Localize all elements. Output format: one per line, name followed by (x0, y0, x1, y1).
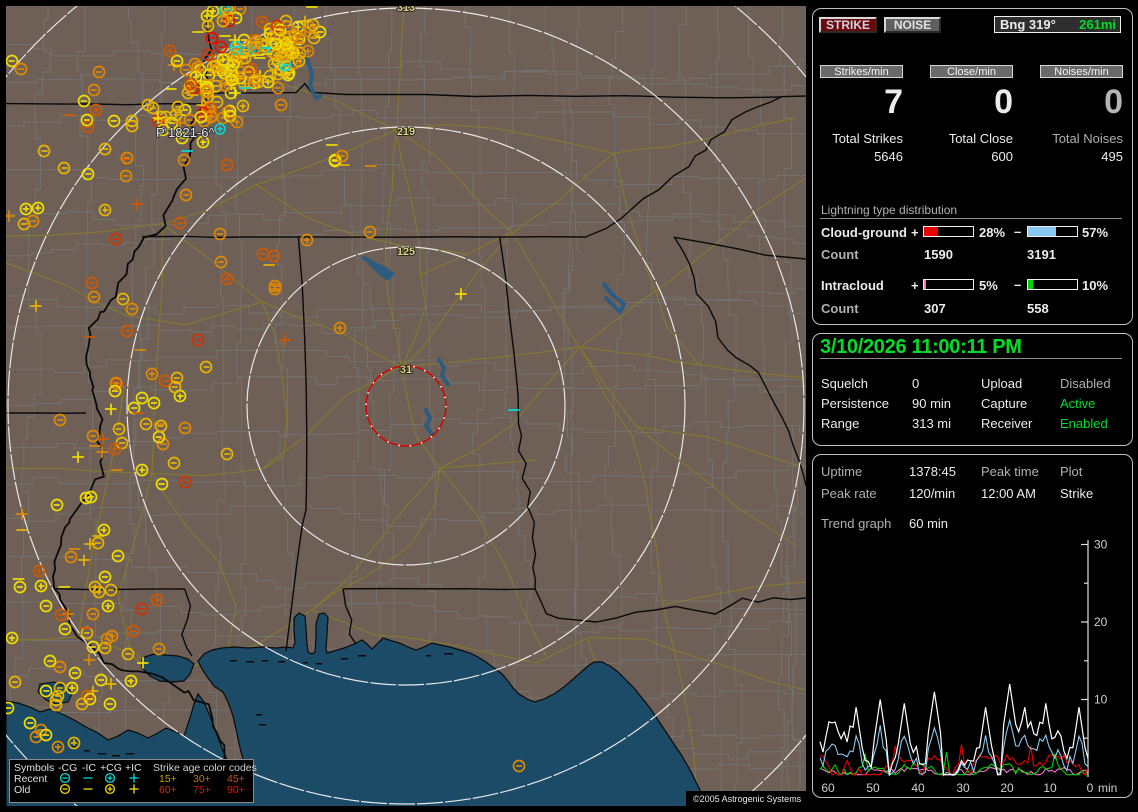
svg-text:Strike age color codes: Strike age color codes (153, 762, 257, 774)
svg-text:10: 10 (1094, 693, 1108, 707)
svg-text:-IC: -IC (82, 762, 96, 774)
svg-text:+CG: +CG (100, 762, 122, 774)
svg-text:-CG: -CG (58, 762, 77, 774)
svg-text:P 1821-6^: P 1821-6^ (156, 125, 216, 140)
svg-text:min: min (1098, 781, 1117, 795)
svg-text:45+: 45+ (227, 773, 245, 785)
svg-text:30: 30 (956, 781, 970, 795)
svg-text:15+: 15+ (159, 773, 177, 785)
svg-text:10: 10 (1043, 781, 1057, 795)
svg-text:20: 20 (1094, 615, 1108, 629)
svg-text:30: 30 (1094, 538, 1108, 552)
svg-text:+IC: +IC (125, 762, 142, 774)
svg-text:50: 50 (866, 781, 880, 795)
svg-text:219: 219 (397, 126, 415, 138)
svg-text:60+: 60+ (159, 784, 177, 796)
svg-text:60: 60 (821, 781, 835, 795)
svg-text:Recent: Recent (14, 773, 47, 785)
svg-text:Old: Old (14, 784, 31, 796)
svg-text:30+: 30+ (193, 773, 211, 785)
svg-text:20: 20 (1000, 781, 1014, 795)
svg-text:40: 40 (911, 781, 925, 795)
svg-text:90+: 90+ (227, 784, 245, 796)
svg-text:31: 31 (400, 364, 412, 376)
svg-text:125: 125 (397, 246, 415, 258)
svg-text:75+: 75+ (193, 784, 211, 796)
svg-text:Symbols: Symbols (14, 762, 54, 774)
svg-text:©2005 Astrogenic Systems: ©2005 Astrogenic Systems (693, 794, 802, 804)
svg-text:313: 313 (397, 6, 415, 14)
svg-text:0: 0 (1087, 781, 1094, 795)
